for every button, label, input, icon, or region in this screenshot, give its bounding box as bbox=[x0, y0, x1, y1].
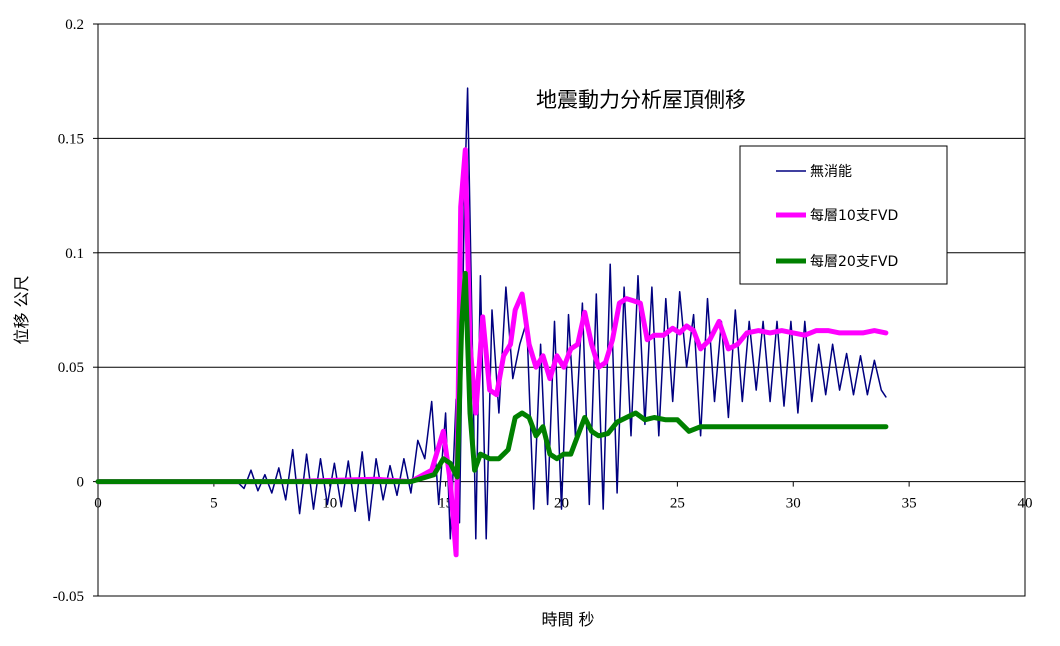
y-tick-label-1: 0.15 bbox=[58, 131, 84, 147]
y-tick-label-0: 0.2 bbox=[65, 17, 84, 33]
legend-box bbox=[739, 145, 948, 285]
series-layer bbox=[95, 87, 889, 558]
x-tick-label-5: 25 bbox=[670, 496, 685, 512]
series-line-0 bbox=[97, 87, 887, 540]
y-tick-label-3: 0.05 bbox=[58, 360, 84, 376]
legend-label-series-1: 每層10支FVD bbox=[810, 208, 898, 224]
y-tick-label-2: 0.1 bbox=[65, 246, 84, 262]
legend-label-series-0: 無消能 bbox=[810, 164, 852, 180]
y-axis-label: 位移 公尺 bbox=[12, 275, 31, 344]
chart-title: 地震動力分析屋頂側移 bbox=[536, 88, 746, 112]
y-tick-label-4: 0 bbox=[77, 475, 85, 491]
legend-label-series-2: 每層20支FVD bbox=[810, 254, 898, 270]
x-tick-label-0: 0 bbox=[94, 496, 102, 512]
x-tick-label-8: 40 bbox=[1018, 496, 1033, 512]
legend: 無消能 每層10支FVD 每層20支FVD bbox=[739, 145, 948, 285]
y-axis-ticks: 0.2 0.15 0.1 0.05 0 -0.05 bbox=[53, 17, 98, 605]
x-tick-label-1: 5 bbox=[210, 496, 218, 512]
x-axis-label: 時間 秒 bbox=[541, 610, 594, 629]
y-tick-label-5: -0.05 bbox=[53, 589, 84, 605]
plot-area bbox=[97, 23, 1026, 597]
x-tick-label-2: 10 bbox=[322, 496, 337, 512]
x-tick-label-6: 30 bbox=[786, 496, 801, 512]
x-tick-label-7: 35 bbox=[902, 496, 917, 512]
series-line-2 bbox=[95, 270, 889, 485]
